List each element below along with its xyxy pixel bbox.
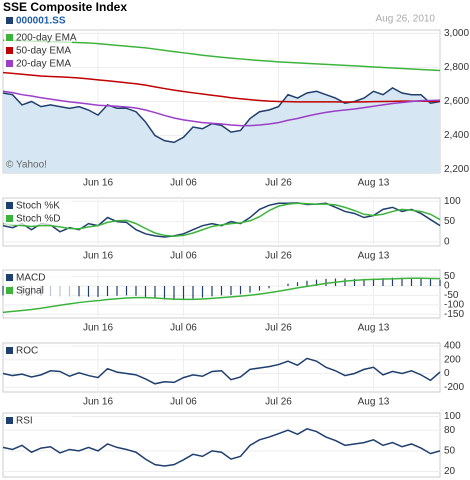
legend-bg: [4, 285, 72, 297]
x-tick-label: Jul 26: [265, 397, 292, 408]
legend-bg: [4, 32, 72, 44]
y-tick-label: 200: [444, 354, 461, 365]
x-tick-label: Aug 13: [358, 178, 390, 189]
x-tick-label: Jul 06: [170, 251, 197, 262]
y-tick-label: 2,400: [444, 130, 469, 141]
y-tick-label: 0: [444, 237, 450, 248]
legend-label: MACD: [16, 273, 45, 284]
x-tick-label: Aug 13: [358, 251, 390, 262]
legend-bg: [4, 415, 72, 427]
legend-swatch: [6, 417, 13, 424]
legend-swatch: [6, 274, 13, 281]
legend-swatch: [6, 47, 13, 54]
series-line: [2, 202, 441, 237]
legend-label: Stoch %K: [16, 201, 60, 212]
legend-label: 20-day EMA: [16, 59, 71, 70]
legend-label: 50-day EMA: [16, 46, 71, 57]
series-line: [2, 357, 441, 385]
series-line: [2, 90, 441, 127]
x-tick-label: Aug 13: [358, 323, 390, 334]
legend-bg: [4, 45, 72, 57]
y-tick-label: -150: [444, 309, 464, 320]
legend-swatch: [6, 347, 13, 354]
legend-label: Stoch %D: [16, 214, 60, 225]
x-tick-label: Jul 26: [265, 323, 292, 334]
y-tick-label: 2,600: [444, 96, 469, 107]
date: Aug 26, 2010: [376, 14, 436, 25]
legend-swatch: [6, 17, 13, 24]
x-tick-label: Jun 16: [83, 323, 113, 334]
panel-frame: [2, 342, 441, 393]
legend-bg: [4, 58, 72, 70]
x-tick-label: Jul 06: [170, 397, 197, 408]
x-tick-label: Jun 16: [83, 251, 113, 262]
legend-bg: [4, 213, 72, 225]
legend-label: 200-day EMA: [16, 33, 77, 44]
legend-swatch: [6, 34, 13, 41]
series-line: [2, 71, 441, 103]
series-line: [2, 277, 441, 314]
x-tick-label: Jul 06: [170, 323, 197, 334]
legend-swatch: [6, 215, 13, 222]
y-tick-label: 100: [444, 196, 461, 207]
y-tick-label: 20: [444, 466, 456, 477]
y-tick-label: 50: [444, 445, 456, 456]
legend-swatch: [6, 287, 13, 294]
panel-frame: [2, 412, 441, 478]
legend-bg: [4, 272, 72, 284]
y-tick-label: 0: [444, 281, 450, 292]
x-tick-label: Jul 26: [265, 178, 292, 189]
series-line: [2, 428, 441, 467]
y-tick-label: 50: [444, 216, 456, 227]
y-tick-label: -50: [444, 290, 459, 301]
legend-bg: [4, 345, 72, 357]
y-tick-label: 2,800: [444, 62, 469, 73]
legend-label: RSI: [16, 416, 33, 427]
legend-label: Signal: [16, 286, 44, 297]
y-tick-label: -200: [444, 382, 464, 393]
legend-label: 000001.SS: [16, 16, 66, 27]
y-tick-label: 400: [444, 341, 461, 352]
attribution: © Yahoo!: [6, 160, 47, 171]
y-tick-label: 3,000: [444, 28, 469, 39]
y-tick-label: 50: [444, 271, 456, 282]
x-tick-label: Jul 06: [170, 178, 197, 189]
legend-swatch: [6, 60, 13, 67]
legend-label: ROC: [16, 346, 38, 357]
x-tick-label: Jun 16: [83, 178, 113, 189]
y-tick-label: 80: [444, 425, 456, 436]
y-tick-label: 2,200: [444, 164, 469, 175]
legend-swatch: [6, 202, 13, 209]
y-tick-label: 0: [444, 368, 450, 379]
series-line: [2, 39, 441, 72]
series-line: [2, 86, 441, 144]
legend-bg: [4, 200, 72, 212]
y-tick-label: 100: [444, 411, 461, 422]
chart-title: SSE Composite Index: [3, 0, 127, 14]
area-fill: [3, 87, 440, 173]
x-tick-label: Aug 13: [358, 397, 390, 408]
y-tick-label: -100: [444, 299, 464, 310]
x-tick-label: Jun 16: [83, 397, 113, 408]
x-tick-label: Jul 26: [265, 251, 292, 262]
